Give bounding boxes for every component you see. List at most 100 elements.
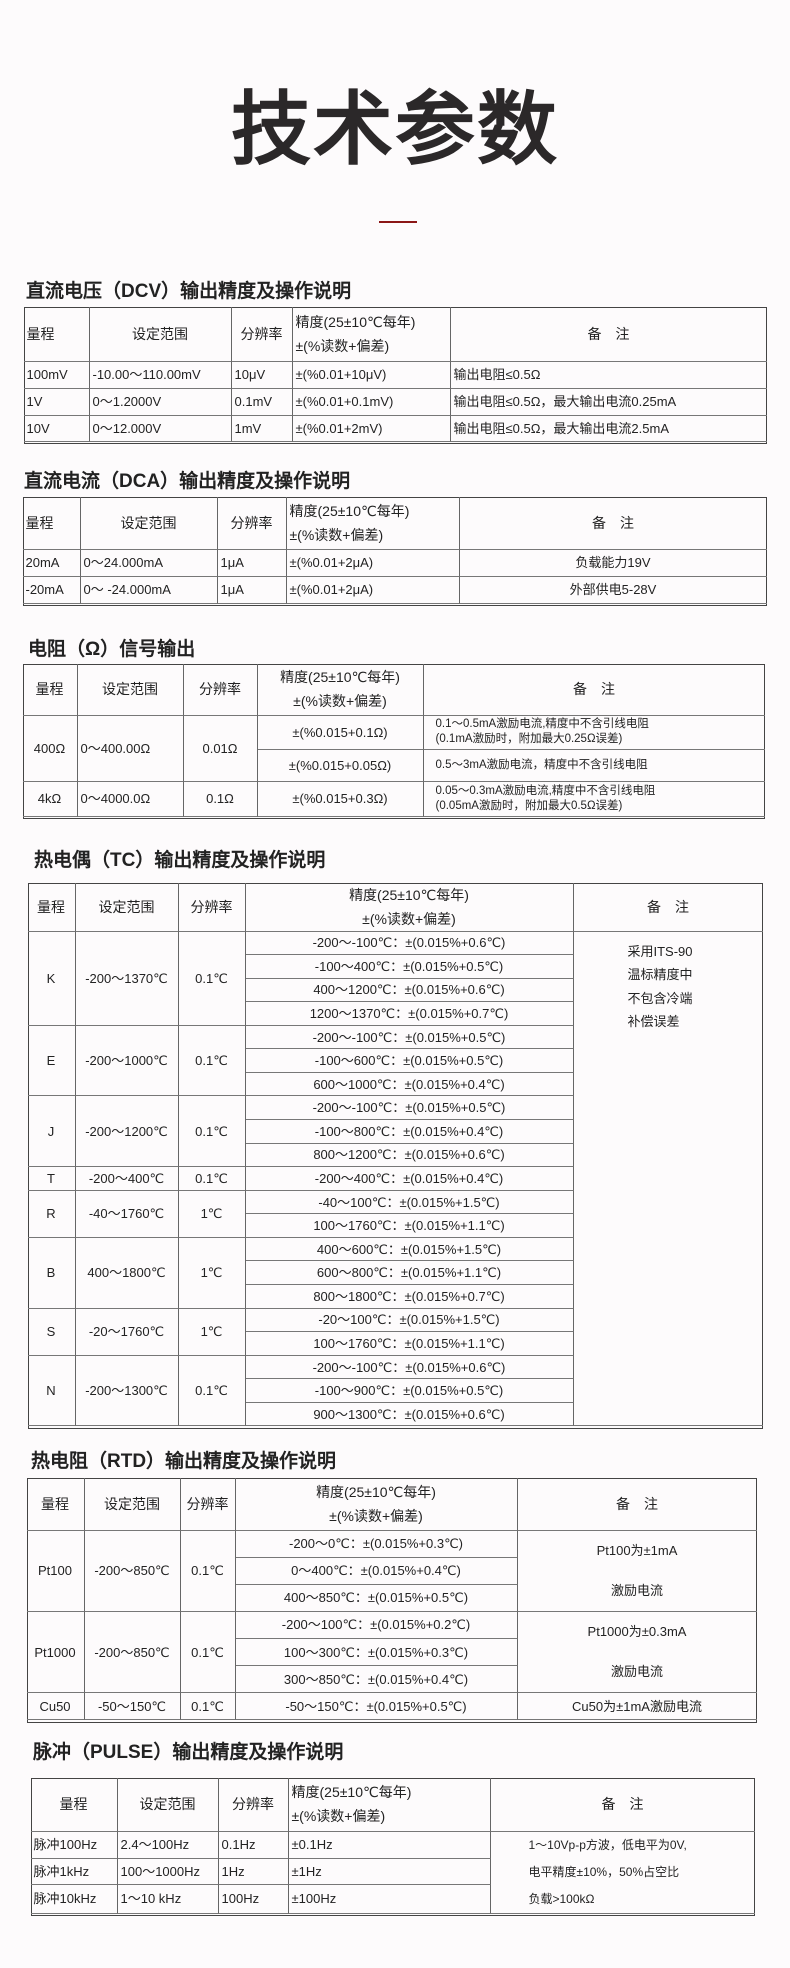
resolution-cell: 100Hz [218,1884,289,1914]
accuracy-cell: -100～600℃：±(0.015%+0.5℃) [245,1049,574,1073]
accuracy-cell: ±(%0.01+2mV) [292,415,451,442]
set-range-cell: -200～1370℃ [75,931,179,1026]
cell-text: -200～1300℃ [85,1383,168,1399]
header-set-range: 设定范围 [77,663,184,716]
accuracy-cell: ±(%0.01+2μA) [286,576,460,604]
cell-text: Pt100为±1mA [596,1542,678,1558]
accuracy-cell: -200～400℃：±(0.015%+0.4℃) [245,1167,574,1191]
cell-text: ±(%0.015+0.1Ω) [292,724,388,740]
cell-text: -40～100℃：±(0.015%+1.5℃) [318,1194,500,1210]
cell-text: 量程 [41,1495,69,1512]
header-range: 量程 [26,1477,85,1531]
header-set-range: 设定范围 [117,1777,219,1832]
page-title: 技术参数 [231,85,559,174]
cell-text: -200～100℃：±(0.015%+0.2℃) [281,1617,471,1633]
note-cell: 0.05～0.3mA激励电流,精度中不含引线电阻 (0.05mA激励时，附加最大0… [423,782,765,817]
resolution-cell: 0.1℃ [178,1167,246,1191]
cell-text: 0.1℃ [195,970,228,986]
resolution-cell: 1℃ [178,1190,246,1238]
note-cell: 输出电阻≤0.5Ω，最大输出电流0.25mA [450,389,767,416]
header-accuracy: 精度(25±10℃每年) ±(%读数+偏差) [257,663,424,716]
header-accuracy: 精度(25±10℃每年) ±(%读数+偏差) [235,1477,518,1531]
range-cell: E [27,1025,76,1097]
resolution-cell: 0.1℃ [180,1611,236,1694]
note-cell: 输出电阻≤0.5Ω [450,362,767,389]
header-set-range: 设定范围 [75,882,179,932]
set-range-cell: -200～850℃ [84,1611,181,1694]
accuracy-cell: ±(%0.015+0.3Ω) [257,781,424,817]
accuracy-cell: 100～300℃：±(0.015%+0.3℃) [235,1639,518,1667]
set-range-cell: 0～1.2000V [89,388,232,416]
spec-table-dcv: 量程 设定范围 分辨率 精度(25±10℃每年) ±(%读数+偏差) 备 注 100mV -1… [23,306,767,444]
cell-text: 精度(25±10℃每年) [280,669,400,685]
header-accuracy: 精度(25±10℃每年) ±(%读数+偏差) [286,496,460,550]
set-range-cell: 100～1000Hz [117,1858,219,1885]
cell-text: 100Hz [221,1891,260,1906]
accuracy-cell: ±(%0.01+10μV) [292,361,451,389]
accuracy-cell: 400～850℃：±(0.015%+0.5℃) [235,1584,518,1612]
header-set-range: 设定范围 [89,306,232,362]
cell-text: -50～150℃ [97,1698,167,1714]
cell-text: ±(%读数+偏差) [362,910,456,927]
cell-text: 设定范围 [104,1495,160,1512]
cell-text: 2.4～100Hz [120,1837,190,1852]
cell-text: 100～1760℃：±(0.015%+1.1℃) [313,1335,505,1351]
cell-text: 量程 [59,1796,88,1812]
cell-text: -100～800℃：±(0.015%+0.4℃) [314,1123,504,1139]
cell-text: ±(%0.01+2μA) [289,582,374,597]
note-cell: 0.5～3mA激励电流，精度中不含引线电阻 [423,750,765,782]
cell-text: 电平精度±10%，50%占空比 [528,1864,680,1879]
cell-text: 0～400℃：±(0.015%+0.4℃) [291,1563,461,1579]
cell-text: -200～0℃：±(0.015%+0.3℃) [289,1536,463,1552]
cell-text: ±(%0.01+10μV) [295,367,387,382]
cell-text: ±(%读数+偏差) [295,337,390,354]
cell-text: 300～850℃：±(0.015%+0.4℃) [283,1671,469,1687]
cell-text: 100～1760℃：±(0.015%+1.1℃) [313,1218,505,1234]
cell-text: 设定范围 [98,898,155,915]
set-range-cell: -200～1200℃ [75,1096,179,1168]
set-range-cell: -50～150℃ [84,1693,181,1721]
range-cell: T [27,1167,76,1191]
cell-text: 激励电流 [610,1664,663,1680]
cell-text: 分辨率 [232,1796,274,1812]
header-resolution: 分辨率 [218,1777,289,1832]
cell-text: -40～1760℃ [88,1206,165,1222]
cell-text: 0.1℃ [191,1644,224,1660]
accuracy-cell: 0～400℃：±(0.015%+0.4℃) [235,1557,518,1585]
cell-text: 0～400.00Ω [80,740,151,756]
set-range-cell: -10.00～110.00mV [89,361,232,389]
cell-text: 精度(25±10℃每年) [349,886,469,903]
cell-text: R [46,1206,56,1222]
cell-text: 1℃ [200,1265,223,1281]
cell-text: 备 注 [647,898,689,915]
range-cell: 脉冲100Hz [30,1831,118,1859]
spec-table-tc: 量程 设定范围 分辨率 精度(25±10℃每年) ±(%读数+偏差) 备 注 K -200～1… [27,882,763,1429]
cell-text: -100～600℃：±(0.015%+0.5℃) [314,1053,504,1069]
cell-text: 量程 [35,681,64,697]
range-cell: 10V [23,415,90,442]
header-accuracy: 精度(25±10℃每年) ±(%读数+偏差) [292,306,451,362]
cell-text: 100～1000Hz [120,1863,201,1879]
section-heading-pulse: 脉冲（PULSE）输出精度及操作说明 [33,1742,344,1763]
accuracy-cell: 900～1300℃：±(0.015%+0.6℃) [245,1402,574,1427]
cell-text: 400Ω [33,740,66,756]
range-cell: 4kΩ [22,781,78,817]
set-range-cell: 0～400.00Ω [77,715,184,782]
range-cell: 20mA [22,549,81,577]
cell-text: E [46,1053,56,1069]
cell-text: 400～600℃：±(0.015%+1.5℃) [316,1241,502,1257]
cell-text: 设定范围 [132,325,188,342]
cell-text: 负载>100kΩ [528,1891,595,1906]
cell-text: -200～1000℃ [85,1053,168,1069]
cell-text: 400～1200℃：±(0.015%+0.6℃) [313,982,505,998]
cell-text: 0.1℃ [191,1563,224,1579]
cell-text: 1200～1370℃：±(0.015%+0.7℃) [309,1005,509,1021]
cell-text: 量程 [25,514,54,531]
cell-text: 0～4000.0Ω [80,791,151,806]
section-heading-ohm: 电阻（Ω）信号输出 [28,639,196,660]
cell-text: J [47,1123,55,1139]
cell-text: 0.1℃ [195,1053,228,1069]
cell-text: 不包含冷端 [627,990,693,1006]
accuracy-cell: -200～0℃：±(0.015%+0.3℃) [235,1530,518,1558]
cell-text: 温标精度中 [627,967,693,982]
